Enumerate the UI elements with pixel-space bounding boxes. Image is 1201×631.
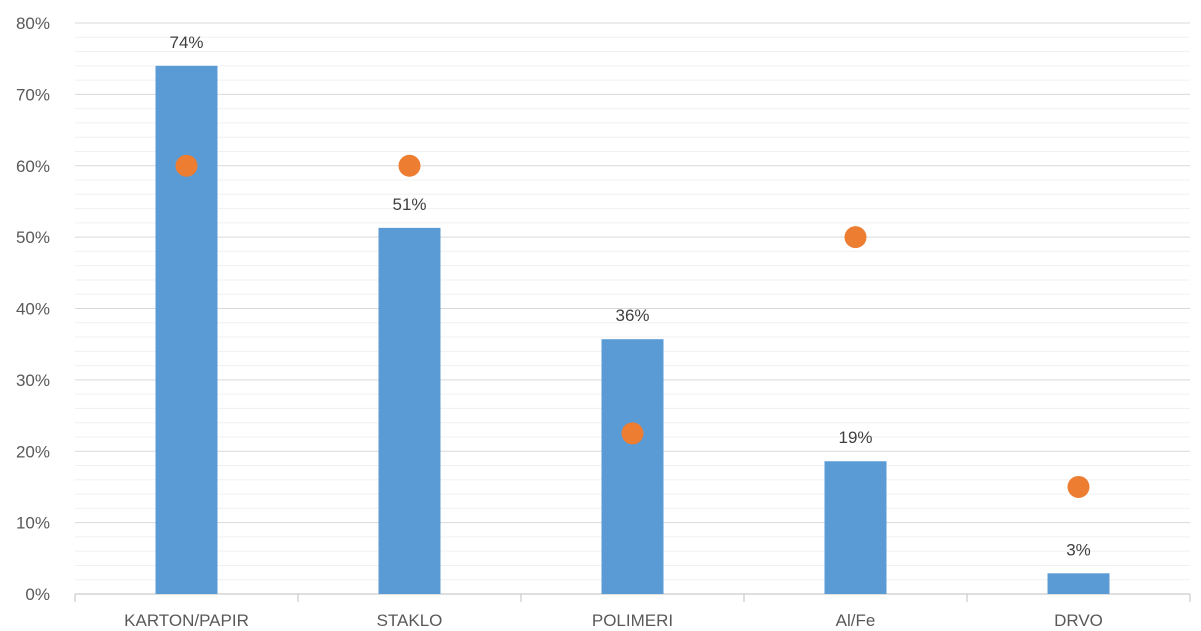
y-tick-label: 30%	[16, 371, 50, 390]
axes	[74, 593, 1191, 602]
x-tick-label: STAKLO	[377, 611, 443, 630]
data-point	[398, 154, 421, 177]
y-tick-label: 80%	[16, 14, 50, 33]
y-tick-label: 20%	[16, 442, 50, 461]
y-tick-label: 60%	[16, 157, 50, 176]
data-label: 36%	[615, 306, 649, 325]
x-tick-label: DRVO	[1054, 611, 1103, 630]
data-label: 3%	[1066, 540, 1091, 559]
y-tick-label: 50%	[16, 228, 50, 247]
data-point	[1067, 475, 1090, 498]
data-label: 19%	[838, 428, 872, 447]
data-label: 51%	[392, 195, 426, 214]
data-point	[621, 422, 644, 445]
y-tick-label: 70%	[16, 85, 50, 104]
bar-series	[155, 65, 1110, 594]
bar	[824, 461, 887, 594]
y-tick-label: 40%	[16, 300, 50, 319]
data-point	[175, 154, 198, 177]
bar	[378, 227, 441, 594]
bar	[155, 65, 218, 594]
x-tick-label: Al/Fe	[836, 611, 876, 630]
y-tick-label: 0%	[25, 585, 50, 604]
point-series	[175, 154, 1090, 498]
x-tick-label: POLIMERI	[592, 611, 673, 630]
y-tick-label: 10%	[16, 514, 50, 533]
data-label: 74%	[169, 33, 203, 52]
labels: 0% 10% 20% 30% 40% 50% 60% 70% 80% 74% KARTON/PAPI…	[16, 14, 1103, 630]
bar	[1047, 573, 1110, 594]
bar	[601, 339, 664, 594]
data-point	[844, 226, 867, 249]
x-tick-label: KARTON/PAPIR	[124, 611, 249, 630]
